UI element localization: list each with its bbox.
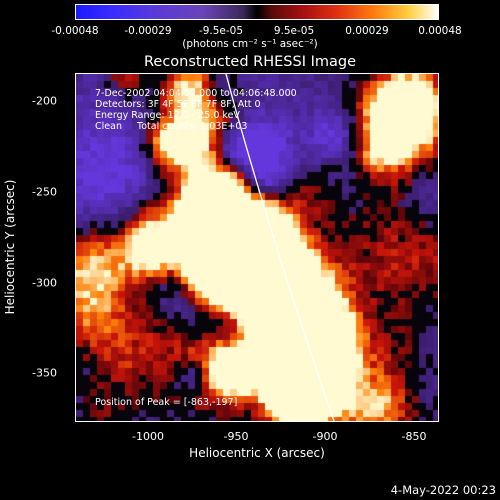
colorbar-units: (photons cm⁻² s⁻¹ asec⁻²) [182, 38, 318, 50]
colorbar-tick: 0.00048 [418, 25, 462, 37]
x-tick: -850 [401, 430, 427, 443]
reconstructed-image [76, 74, 438, 421]
colorbar-tick: -0.00048 [51, 25, 99, 37]
y-tick: -300 [32, 276, 57, 290]
colorbar-tick: 0.00029 [345, 25, 389, 37]
y-tick: -200 [32, 94, 57, 108]
image-title: Reconstructed RHESSI Image [143, 54, 357, 70]
plot-overlay [225, 74, 335, 421]
y-tick: -250 [32, 185, 57, 199]
colorbar-tick: -9.5e-05 [198, 25, 244, 37]
x-tick: -950 [223, 430, 249, 443]
x-tick: -900 [312, 430, 338, 443]
colorbar-tick: 9.5e-05 [273, 25, 315, 37]
colorbar-tick: -0.00029 [124, 25, 172, 37]
x-axis-label: Heliocentric X (arcsec) [189, 446, 325, 460]
info-time: 7-Dec-2002 04:04:52.000 to 04:06:48.000 [95, 88, 297, 99]
info-method: Clean Total counts: 1.03E+03 [95, 121, 248, 132]
peak-position: Position of Peak = [-863,-197] [95, 397, 238, 408]
timestamp: 4-May-2022 00:23 [390, 483, 496, 497]
info-energy: Energy Range: 12.0 - 25.0 keV [95, 110, 240, 121]
info-detectors: Detectors: 3F 4F 5F 6F 7F 8F, Att 0 [95, 99, 261, 110]
y-axis-label: Heliocentric Y (arcsec) [3, 179, 17, 315]
y-tick: -350 [32, 366, 57, 380]
x-tick: -1000 [132, 430, 164, 443]
image-plot-area: 7-Dec-2002 04:04:52.000 to 04:06:48.000 … [75, 73, 439, 422]
solar-limb-line [225, 74, 335, 421]
colorbar [75, 4, 439, 20]
